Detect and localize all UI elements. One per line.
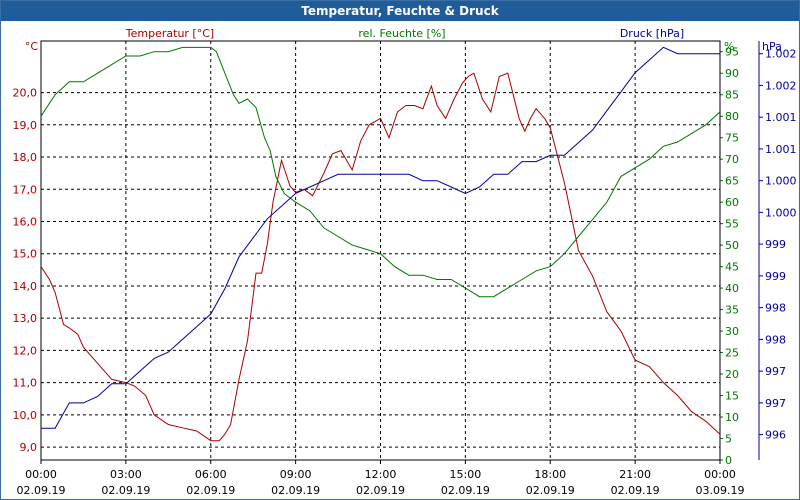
x-tick-date: 02.09.19 xyxy=(271,484,320,497)
x-tick-time: 00:00 xyxy=(25,468,57,481)
pressure-unit-label: hPa xyxy=(762,40,782,53)
temp-tick-label: 9,0 xyxy=(20,441,38,454)
tick-labels: 00:00 02.09.19 03:00 02.09.19 06:00 02.09.19 0… xyxy=(13,46,797,497)
humidity-tick-label: 20 xyxy=(725,368,739,381)
pressure-tick-label: 996 xyxy=(765,429,786,442)
pressure-tick-label: 997 xyxy=(765,397,786,410)
x-tick-time: 15:00 xyxy=(450,468,482,481)
humidity-tick-label: 65 xyxy=(725,175,739,188)
temp-tick-label: 10,0 xyxy=(13,409,38,422)
humidity-tick-label: 10 xyxy=(725,411,739,424)
humidity-tick-label: 5 xyxy=(725,433,732,446)
humidity-tick-label: 75 xyxy=(725,132,739,145)
temp-tick-label: 13,0 xyxy=(13,312,38,325)
x-tick-date: 02.09.19 xyxy=(186,484,235,497)
temp-tick-label: 11,0 xyxy=(13,377,38,390)
temp-tick-label: 15,0 xyxy=(13,248,38,261)
x-tick-time: 00:00 xyxy=(704,468,736,481)
humidity-tick-label: 50 xyxy=(725,239,739,252)
humidity-tick-label: 40 xyxy=(725,282,739,295)
humidity-tick-label: 90 xyxy=(725,67,739,80)
pressure-tick-label: 999 xyxy=(765,270,786,283)
humidity-tick-label: 80 xyxy=(725,110,739,123)
humidity-unit-label: % xyxy=(724,40,734,53)
humidity-tick-label: 70 xyxy=(725,153,739,166)
grid xyxy=(41,41,720,460)
pressure-tick-label: 1.001 xyxy=(765,143,797,156)
humidity-tick-label: 25 xyxy=(725,347,739,360)
x-tick-date: 02.09.19 xyxy=(526,484,575,497)
x-tick-time: 03:00 xyxy=(110,468,142,481)
plot-frame xyxy=(40,40,763,464)
x-tick-time: 18:00 xyxy=(534,468,566,481)
plot-border xyxy=(40,40,721,461)
series-layer xyxy=(40,46,721,442)
x-tick-time: 12:00 xyxy=(365,468,397,481)
pressure-tick-label: 998 xyxy=(765,302,786,315)
humidity-tick-label: 0 xyxy=(725,454,732,467)
pressure-tick-label: 1.002 xyxy=(765,79,797,92)
x-tick-date: 02.09.19 xyxy=(101,484,150,497)
chart-title: Temperatur, Feuchte & Druck xyxy=(1,1,799,21)
humidity-tick-label: 15 xyxy=(725,390,739,403)
pressure-axis-label: Druck [hPa] xyxy=(620,27,684,40)
pressure-tick-label: 1.001 xyxy=(765,111,797,124)
temp-tick-label: 19,0 xyxy=(13,119,38,132)
humidity-tick-label: 45 xyxy=(725,261,739,274)
temp-axis-label: Temperatur [°C] xyxy=(125,27,214,40)
pressure-tick-label: 999 xyxy=(765,238,786,251)
humidity-tick-label: 55 xyxy=(725,218,739,231)
x-tick-time: 21:00 xyxy=(619,468,651,481)
pressure-tick-label: 1.000 xyxy=(765,206,797,219)
x-tick-date: 02.09.19 xyxy=(441,484,490,497)
series-line-hum xyxy=(40,46,721,298)
temp-tick-label: 17,0 xyxy=(13,183,38,196)
humidity-tick-label: 35 xyxy=(725,304,739,317)
pressure-tick-label: 1.002 xyxy=(765,48,797,61)
humidity-tick-label: 85 xyxy=(725,89,739,102)
temp-tick-label: 20,0 xyxy=(13,87,38,100)
x-tick-time: 06:00 xyxy=(195,468,227,481)
x-tick-date: 02.09.19 xyxy=(611,484,660,497)
humidity-tick-label: 95 xyxy=(725,46,739,59)
temp-tick-label: 18,0 xyxy=(13,151,38,164)
humidity-tick-label: 30 xyxy=(725,325,739,338)
temp-unit-label: °C xyxy=(25,40,39,53)
pressure-tick-label: 998 xyxy=(765,333,786,346)
humidity-axis-label: rel. Feuchte [%] xyxy=(358,27,445,40)
humidity-tick-label: 60 xyxy=(725,196,739,209)
pressure-tick-label: 1.000 xyxy=(765,175,797,188)
series-line-press xyxy=(41,46,720,429)
x-tick-date: 02.09.19 xyxy=(356,484,405,497)
temp-tick-label: 14,0 xyxy=(13,280,38,293)
x-tick-date: 02.09.19 xyxy=(17,484,66,497)
x-tick-time: 09:00 xyxy=(280,468,312,481)
series-line-temp xyxy=(40,72,721,442)
temp-tick-label: 16,0 xyxy=(13,215,38,228)
x-tick-date: 03.09.19 xyxy=(696,484,745,497)
pressure-tick-label: 997 xyxy=(765,365,786,378)
temp-tick-label: 12,0 xyxy=(13,344,38,357)
